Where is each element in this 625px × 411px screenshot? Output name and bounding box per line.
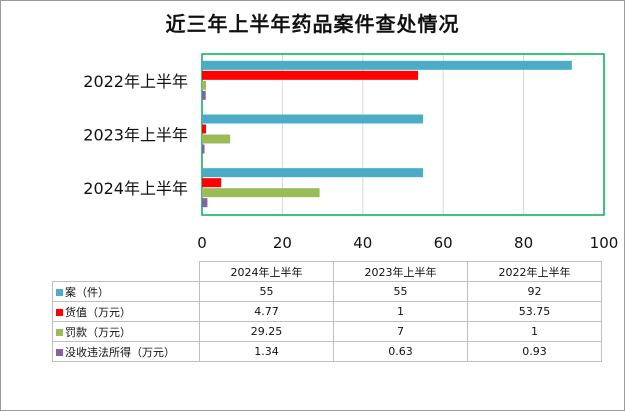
- table-row: 货值（万元） 4.77 1 53.75: [52, 301, 602, 322]
- x-tick-label: 40: [353, 234, 372, 252]
- bar: [202, 124, 207, 134]
- table-cell: 1: [467, 321, 602, 342]
- chart-title: 近三年上半年药品案件查处情况: [165, 12, 460, 36]
- bar: [202, 168, 424, 178]
- legend-swatch: [56, 348, 63, 356]
- table-cell: 29.25: [199, 321, 334, 342]
- table-cell: 1: [333, 301, 468, 322]
- table-row: 罚款（万元） 29.25 7 1: [52, 321, 602, 342]
- category-label: 2023年上半年: [83, 126, 188, 145]
- row-label: 罚款（万元）: [65, 325, 131, 339]
- table-cell: 4.77: [199, 301, 334, 322]
- table-cell: 0.63: [333, 341, 468, 362]
- legend-swatch: [56, 308, 63, 316]
- row-header: 罚款（万元）: [52, 321, 200, 342]
- bar: [202, 70, 419, 80]
- row-header: 没收违法所得（万元）: [52, 341, 200, 362]
- bar: [202, 90, 206, 100]
- x-tick-label: 60: [434, 234, 453, 252]
- table-corner: [52, 261, 200, 282]
- category-label: 2022年上半年: [83, 72, 188, 91]
- legend-swatch: [56, 288, 63, 296]
- legend-swatch: [56, 328, 63, 336]
- category-label: 2024年上半年: [83, 179, 188, 198]
- bar: [202, 178, 222, 188]
- data-table: 2024年上半年 2023年上半年 2022年上半年 案（件） 55 55 92…: [52, 261, 602, 362]
- table-cell: 92: [467, 281, 602, 302]
- bar: [202, 80, 207, 90]
- table-cell: 7: [333, 321, 468, 342]
- row-label: 货值（万元）: [65, 305, 131, 319]
- x-tick-label: 80: [514, 234, 533, 252]
- bar: [202, 144, 205, 154]
- table-cell: 55: [333, 281, 468, 302]
- table-cell: 55: [199, 281, 334, 302]
- table-cell: 1.34: [199, 341, 334, 362]
- bar: [202, 60, 572, 70]
- table-cell: 53.75: [467, 301, 602, 322]
- column-header: 2024年上半年: [199, 261, 334, 282]
- table-row: 没收违法所得（万元） 1.34 0.63 0.93: [52, 341, 602, 362]
- bar: [202, 114, 424, 124]
- table-row: 案（件） 55 55 92: [52, 281, 602, 302]
- table-header-row: 2024年上半年 2023年上半年 2022年上半年: [52, 261, 602, 282]
- x-tick-label: 0: [197, 234, 207, 252]
- column-header: 2023年上半年: [333, 261, 468, 282]
- x-tick-label: 100: [590, 234, 619, 252]
- bar: [202, 188, 320, 198]
- x-tick-label: 20: [273, 234, 292, 252]
- bar: [202, 134, 231, 144]
- bar: [202, 198, 208, 208]
- column-header: 2022年上半年: [467, 261, 602, 282]
- row-header: 案（件）: [52, 281, 200, 302]
- row-label: 没收违法所得（万元）: [65, 345, 175, 359]
- table-cell: 0.93: [467, 341, 602, 362]
- row-header: 货值（万元）: [52, 301, 200, 322]
- row-label: 案（件）: [65, 285, 109, 299]
